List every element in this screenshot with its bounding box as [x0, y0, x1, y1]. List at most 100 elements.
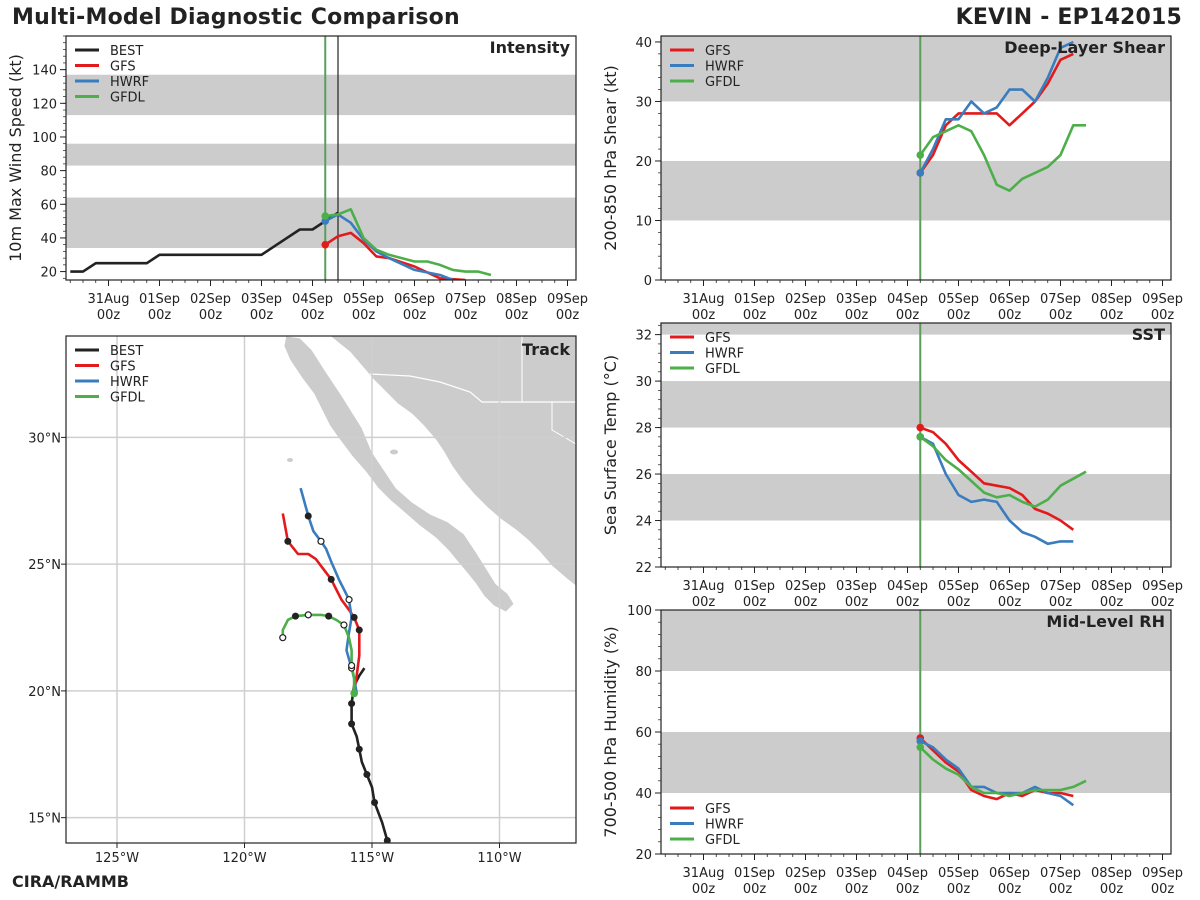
x-tick-label: 00z: [896, 882, 920, 897]
track-point-12z: [340, 621, 348, 629]
x-tick-label: 00z: [199, 308, 223, 323]
y-tick-label: 22: [635, 561, 652, 576]
x-tick-label: 09Sep: [1142, 866, 1183, 881]
sst-series-gfs: [919, 426, 1075, 531]
x-tick-label: 00z: [505, 308, 529, 323]
x-tick-label: 06Sep: [989, 292, 1030, 307]
track-y-tick-label: 15°N: [28, 812, 61, 827]
shear-y-axis-label: 200-850 hPa Shear (kt): [601, 65, 620, 251]
x-tick-label: 31Aug: [683, 866, 725, 881]
x-tick-label: 02Sep: [785, 292, 826, 307]
y-tick-label: 60: [635, 726, 652, 741]
track-point-00z: [355, 626, 363, 634]
rh-series-gfdl: [919, 746, 1087, 798]
y-tick-label: 30: [635, 375, 652, 390]
shear-band: [661, 160, 1171, 221]
track-point-12z: [348, 661, 356, 670]
y-tick-label: 0: [644, 274, 652, 289]
y-tick-label: 40: [635, 787, 652, 802]
y-tick-label: 100: [627, 604, 652, 619]
x-tick-label: 05Sep: [938, 579, 979, 594]
track-point-00z: [383, 836, 391, 843]
track-point-00z: [304, 512, 312, 520]
x-tick-label: 07Sep: [1040, 292, 1081, 307]
x-tick-label: 00z: [1151, 308, 1175, 323]
legend-label-gfdl: GFDL: [110, 91, 146, 106]
x-tick-label: 31Aug: [683, 579, 725, 594]
x-tick-label: 08Sep: [1091, 866, 1132, 881]
shear-frame: [660, 35, 1172, 281]
x-tick-label: 01Sep: [734, 866, 775, 881]
credit-label: CIRA/RAMMB: [12, 872, 129, 891]
x-tick-label: 09Sep: [1142, 579, 1183, 594]
x-tick-label: 00z: [301, 308, 325, 323]
x-tick-label: 00z: [743, 595, 767, 610]
legend-label-best: BEST: [110, 344, 143, 359]
x-tick-label: 02Sep: [785, 579, 826, 594]
rh-panel: 31Aug00z01Sep00z02Sep00z03Sep00z04Sep00z…: [601, 604, 1183, 897]
x-tick-label: 03Sep: [836, 292, 877, 307]
sst-init-point-gfdl: [916, 433, 925, 441]
x-tick-label: 00z: [947, 882, 971, 897]
intensity-series-best: [70, 211, 339, 273]
sst-y-axis-label: Sea Surface Temp (°C): [601, 355, 620, 535]
x-tick-label: 06Sep: [989, 866, 1030, 881]
x-tick-label: 00z: [1151, 882, 1175, 897]
x-tick-label: 04Sep: [887, 292, 928, 307]
track-point-00z: [348, 700, 356, 708]
track-series-hwrf: [299, 487, 358, 694]
x-tick-label: 00z: [1100, 308, 1124, 323]
sst-band: [661, 381, 1171, 428]
rh-band: [661, 732, 1171, 793]
sst-band: [661, 474, 1171, 521]
track-point-00z: [325, 612, 333, 620]
shear-series-gfdl: [919, 124, 1086, 192]
island: [287, 458, 293, 462]
shear-init-point-hwrf: [916, 169, 925, 177]
legend-label-gfs: GFS: [110, 60, 136, 75]
track-point-12z: [317, 537, 325, 545]
rh-init-point-gfdl: [916, 743, 925, 752]
x-tick-label: 00z: [556, 308, 580, 323]
intensity-series-hwrf: [324, 213, 454, 280]
x-tick-label: 00z: [794, 595, 818, 610]
intensity-init-point-gfs: [321, 240, 330, 249]
x-tick-label: 06Sep: [989, 579, 1030, 594]
x-tick-label: 01Sep: [734, 579, 775, 594]
track-point-00z: [284, 537, 292, 545]
legend-label-hwrf: HWRF: [110, 375, 149, 390]
intensity-panel-title: Intensity: [490, 38, 571, 57]
legend-label-hwrf: HWRF: [110, 75, 149, 90]
x-tick-label: 02Sep: [785, 866, 826, 881]
legend-label-best: BEST: [110, 44, 143, 59]
x-tick-label: 00z: [148, 308, 172, 323]
sst-panel-title: SST: [1132, 325, 1165, 344]
x-tick-label: 00z: [998, 882, 1022, 897]
x-tick-label: 00z: [97, 308, 121, 323]
intensity-frame: [65, 35, 577, 281]
y-tick-label: 100: [32, 131, 57, 146]
track-x-tick-label: 120°W: [222, 851, 266, 866]
shear-init-point-gfdl: [916, 151, 925, 159]
intensity-y-axis-label: 10m Max Wind Speed (kt): [6, 54, 25, 262]
intensity-series-gfdl: [325, 208, 492, 277]
y-tick-label: 40: [635, 36, 652, 51]
legend-label-gfs: GFS: [110, 360, 136, 375]
legend-label-hwrf: HWRF: [705, 347, 744, 362]
x-tick-label: 00z: [845, 308, 869, 323]
x-tick-label: 05Sep: [938, 866, 979, 881]
track-point-00z: [350, 613, 358, 621]
y-tick-label: 10: [635, 214, 652, 229]
rh-init-point-hwrf: [916, 737, 925, 745]
legend-label-gfdl: GFDL: [705, 362, 741, 377]
x-tick-label: 05Sep: [343, 292, 384, 307]
y-tick-label: 80: [40, 165, 57, 180]
legend-label-gfs: GFS: [705, 802, 731, 817]
track-x-tick-label: 115°W: [350, 851, 394, 866]
storm-id: KEVIN - EP142015: [955, 5, 1182, 30]
x-tick-label: 03Sep: [241, 292, 282, 307]
x-tick-label: 04Sep: [887, 866, 928, 881]
y-tick-label: 26: [635, 468, 652, 483]
x-tick-label: 05Sep: [938, 292, 979, 307]
x-tick-label: 00z: [998, 308, 1022, 323]
